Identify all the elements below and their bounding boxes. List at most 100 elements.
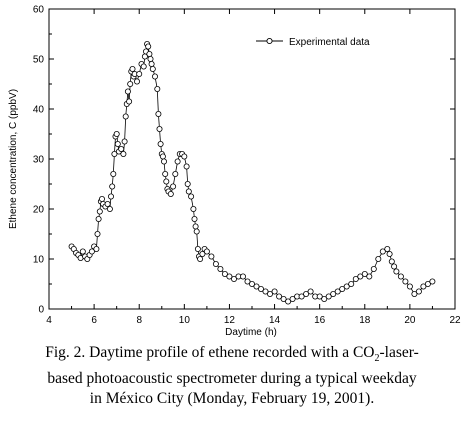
data-point <box>149 66 156 73</box>
caption-line-2: based photoacoustic spectrometer during … <box>47 370 417 388</box>
data-point <box>114 140 121 147</box>
data-point <box>280 295 287 302</box>
legend: Experimental data <box>256 37 370 48</box>
x-tick-label: 16 <box>314 315 326 326</box>
data-point <box>183 163 190 170</box>
legend-label: Experimental data <box>289 37 370 48</box>
data-point <box>167 190 174 197</box>
data-point <box>156 126 163 133</box>
data-point <box>339 285 346 292</box>
data-point <box>95 215 102 222</box>
x-tick-label: 18 <box>359 315 371 326</box>
data-point <box>271 288 278 295</box>
data-point <box>188 193 195 200</box>
x-tick-label: 20 <box>404 315 416 326</box>
data-point <box>163 178 170 185</box>
data-point <box>276 293 283 300</box>
data-point <box>190 205 197 212</box>
data-point <box>122 113 129 120</box>
x-tick-label: 6 <box>91 315 97 326</box>
x-tick-label: 10 <box>179 315 191 326</box>
data-point <box>262 288 269 295</box>
data-point <box>118 145 125 152</box>
x-tick-label: 4 <box>46 315 52 326</box>
data-point <box>120 150 127 157</box>
data-point <box>193 228 200 235</box>
data-point <box>388 258 395 265</box>
y-tick-label: 30 <box>33 155 45 166</box>
data-point <box>192 223 199 230</box>
legend-marker-icon <box>266 37 273 45</box>
data-point <box>133 78 140 85</box>
data-point <box>384 245 391 252</box>
data-point <box>136 71 143 78</box>
x-tick-label: 12 <box>224 315 236 326</box>
data-point <box>147 56 154 63</box>
ethene-chart: 4 6 8 10 12 14 16 18 20 22 0 10 20 30 40 50 60 Daytime (… <box>8 5 461 339</box>
data-point <box>307 288 314 295</box>
data-point <box>244 278 251 285</box>
plot-area <box>68 41 436 305</box>
data-point <box>197 255 204 262</box>
data-point <box>406 283 413 290</box>
x-tick-label: 14 <box>269 315 281 326</box>
caption-line-1-suffix: -laser- <box>379 344 419 361</box>
data-point <box>420 283 427 290</box>
data-point <box>155 111 162 118</box>
data-point <box>330 290 337 297</box>
data-point <box>170 183 177 190</box>
data-point <box>121 138 128 145</box>
data-point <box>226 273 233 280</box>
data-point <box>146 51 153 58</box>
series-line <box>71 42 433 302</box>
data-point <box>96 208 103 215</box>
data-point <box>361 270 368 277</box>
data-point <box>93 245 100 252</box>
data-point <box>194 245 201 252</box>
data-point <box>185 188 192 195</box>
x-tick-label: 8 <box>136 315 142 326</box>
data-point <box>348 280 355 287</box>
caption-line-1: Fig. 2. Daytime profile of ethene record… <box>4 343 460 369</box>
data-point <box>370 265 377 272</box>
data-point <box>325 293 332 300</box>
data-point <box>429 278 436 285</box>
data-point <box>411 290 418 297</box>
data-point <box>239 273 246 280</box>
data-point <box>145 43 152 50</box>
data-point <box>191 215 198 222</box>
data-point <box>79 248 86 255</box>
data-point <box>172 170 179 177</box>
data-point <box>334 288 341 295</box>
data-point <box>352 275 359 282</box>
caption-subscript: 2 <box>374 353 380 365</box>
data-point <box>393 268 400 275</box>
data-point <box>415 288 422 295</box>
x-tick-label: 22 <box>449 315 461 326</box>
data-point <box>181 153 188 160</box>
y-tick-label: 0 <box>38 305 44 316</box>
data-point <box>379 248 386 255</box>
data-point <box>321 295 328 302</box>
data-point <box>257 285 264 292</box>
axes: 4 6 8 10 12 14 16 18 20 22 0 10 20 30 40 50 60 <box>33 5 461 327</box>
data-point <box>402 278 409 285</box>
data-point <box>140 63 147 70</box>
data-point <box>386 250 393 257</box>
data-point <box>88 248 95 255</box>
data-point <box>248 280 255 287</box>
data-point <box>391 263 398 270</box>
data-point <box>199 250 206 257</box>
data-point <box>148 61 155 68</box>
data-point <box>124 88 131 95</box>
data-point <box>110 170 117 177</box>
data-point <box>203 248 210 255</box>
data-point <box>160 158 167 165</box>
data-point <box>151 73 158 80</box>
caption-line-1-prefix: Fig. 2. Daytime profile of ethene record… <box>45 344 375 361</box>
data-point <box>111 150 118 157</box>
data-point <box>303 290 310 297</box>
data-point <box>94 230 101 237</box>
y-tick-label: 10 <box>33 255 45 266</box>
data-point <box>397 273 404 280</box>
